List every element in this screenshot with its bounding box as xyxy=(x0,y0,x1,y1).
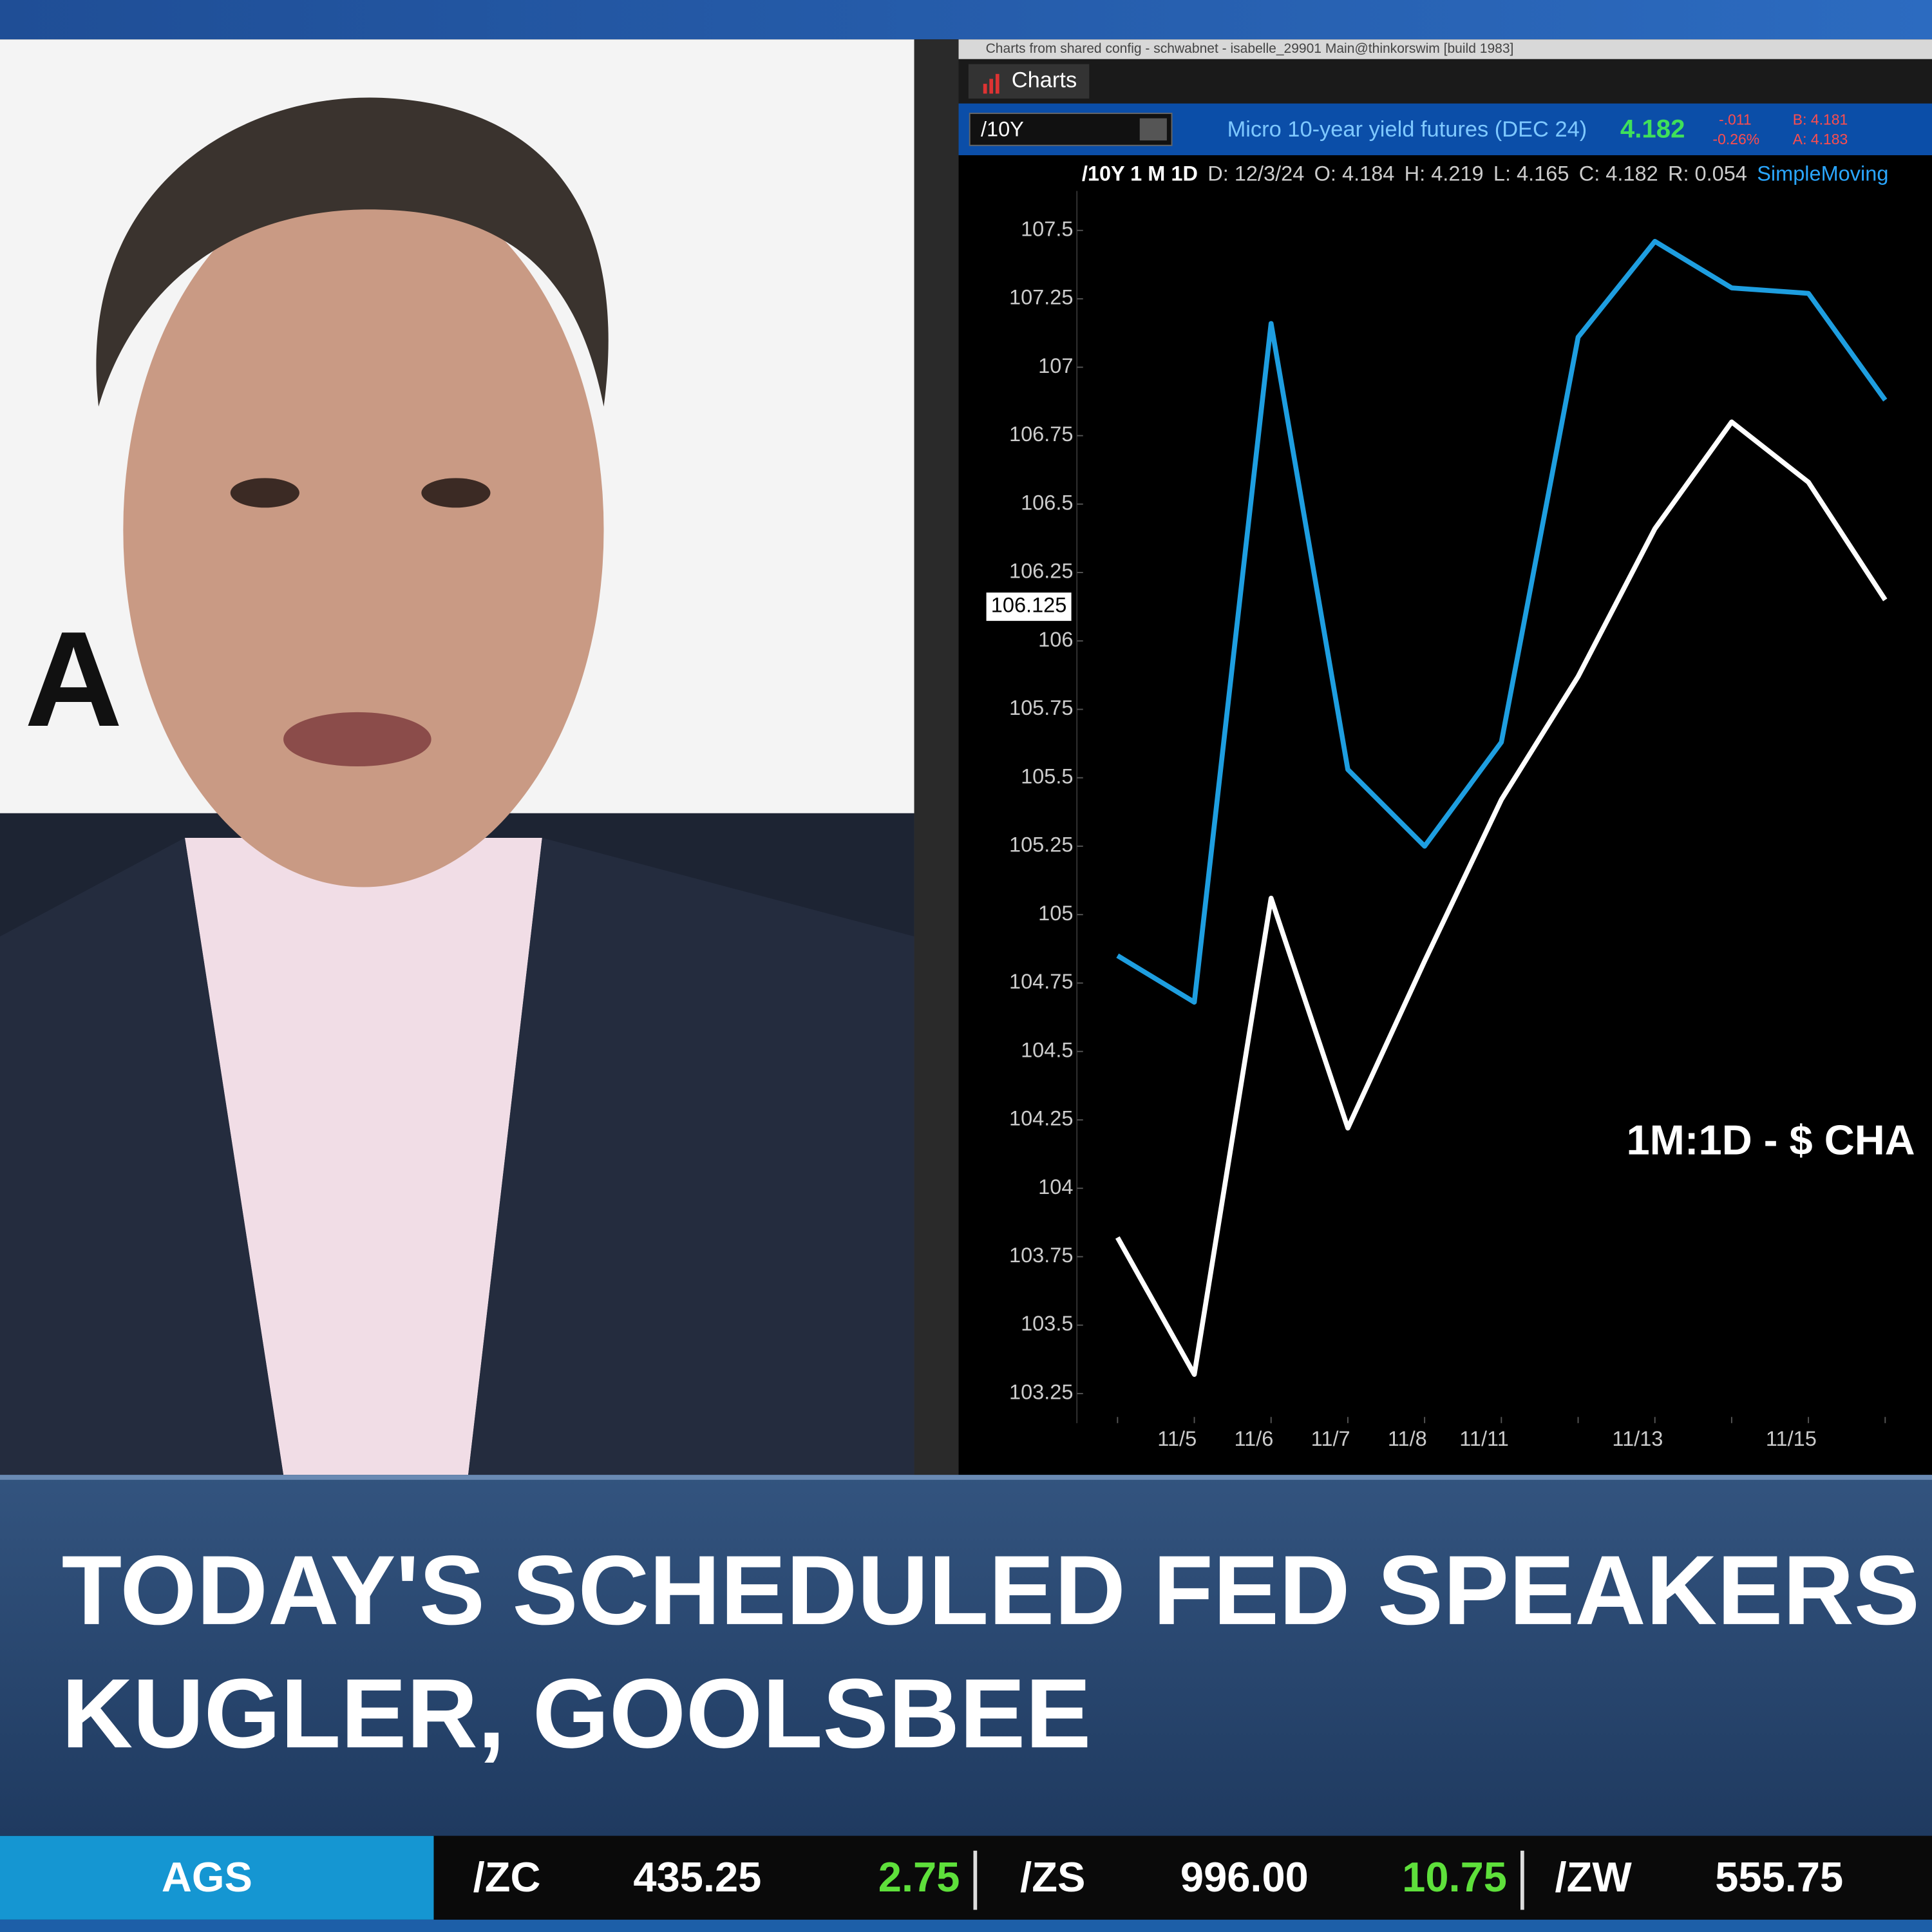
x-tick-label: 11/15 xyxy=(1766,1427,1817,1450)
banner-line: KUGLER, GOOLSBEE xyxy=(62,1658,1092,1768)
ticker-bottom xyxy=(0,1919,1932,1932)
top-bar xyxy=(0,0,1932,40)
eye xyxy=(230,478,299,508)
banner xyxy=(0,1475,1932,1836)
charts-tab[interactable] xyxy=(968,64,1090,99)
price-label: 106.125 xyxy=(991,594,1067,617)
chart-annotation: 1M:1D - $ CHA xyxy=(1627,1117,1915,1164)
ticker-symbol: /ZS xyxy=(1020,1853,1085,1900)
eye xyxy=(421,478,491,508)
y-tick-label: 105.75 xyxy=(1009,696,1073,719)
shirt xyxy=(184,838,542,1475)
dropdown[interactable] xyxy=(1139,118,1167,141)
symbol-box[interactable] xyxy=(969,113,1173,146)
tab-icon xyxy=(995,73,999,94)
x-tick-label: 11/5 xyxy=(1157,1427,1197,1450)
last-price: 4.182 xyxy=(1620,114,1685,143)
chart-info: C: 4.182 xyxy=(1579,162,1658,185)
chart-info: H: 4.219 xyxy=(1405,162,1484,185)
y-tick-label: 103.5 xyxy=(1021,1312,1073,1335)
y-tick-label: 107.5 xyxy=(1021,217,1073,240)
y-tick-label: 106.75 xyxy=(1009,422,1073,446)
ticker-items: /ZC 435.25 2.75/ZS 996.00 10.75/ZW 555.75 xyxy=(473,1850,1843,1910)
ask: A: 4.183 xyxy=(1793,131,1848,147)
ticker-price: 435.25 xyxy=(633,1853,761,1900)
y-tick-label: 103.25 xyxy=(1009,1380,1073,1403)
description: Micro 10-year yield futures (DEC 24) xyxy=(1227,117,1587,142)
y-tick-label: 105.5 xyxy=(1021,764,1073,788)
tab-icon xyxy=(983,84,987,94)
x-tick-label: 11/7 xyxy=(1311,1427,1350,1450)
ticker-change: 2.75 xyxy=(878,1853,960,1900)
window-title: Charts from shared config - schwabnet - … xyxy=(986,41,1514,56)
bid: B: 4.181 xyxy=(1793,111,1848,128)
hair xyxy=(96,97,609,407)
y-tick-label: 105 xyxy=(1038,902,1073,925)
series-line xyxy=(1116,238,1888,1005)
banner-line: TODAY'S SCHEDULED FED SPEAKERS xyxy=(62,1535,1920,1645)
tab-bar xyxy=(958,59,1932,104)
symbol[interactable]: /10Y xyxy=(981,117,1024,140)
x-tick-label: 11/11 xyxy=(1459,1427,1509,1450)
y-tick-label: 107.25 xyxy=(1009,286,1073,309)
chart-info: O: 4.184 xyxy=(1314,162,1395,185)
mouth xyxy=(283,712,431,767)
ticker-section-label: AGS xyxy=(162,1853,252,1900)
y-tick-label: 106 xyxy=(1038,628,1073,651)
series-line xyxy=(1115,419,1888,1377)
y-tick-label: 103.75 xyxy=(1009,1244,1073,1267)
change: -.011 xyxy=(1719,111,1752,128)
plot xyxy=(1115,238,1888,1377)
lapel-left xyxy=(0,838,284,1475)
y-tick-label: 104.5 xyxy=(1021,1038,1073,1061)
y-tick-label: 104 xyxy=(1038,1175,1073,1198)
price-label-box xyxy=(985,591,1073,623)
face xyxy=(123,172,604,887)
chart-info: L: 4.165 xyxy=(1493,162,1569,185)
ticker-symbol: /ZC xyxy=(473,1853,541,1900)
tab-label[interactable]: Charts xyxy=(1012,68,1077,92)
y-tick-label: 107 xyxy=(1038,354,1073,377)
ticker-divider xyxy=(973,1850,978,1910)
change-pct: -0.26% xyxy=(1712,131,1759,147)
chart-info: SimpleMoving xyxy=(1757,162,1888,185)
y-tick-label: 105.25 xyxy=(1009,833,1073,857)
chart-info: R: 0.054 xyxy=(1668,162,1747,185)
ticker-price: 996.00 xyxy=(1180,1853,1309,1900)
x-tick-label: 11/6 xyxy=(1235,1427,1274,1450)
chart-info: /10Y 1 M 1D xyxy=(1082,162,1198,185)
y-tick-label: 104.75 xyxy=(1009,970,1073,993)
chart-info: D: 12/3/24 xyxy=(1208,162,1304,185)
x-tick-label: 11/8 xyxy=(1388,1427,1427,1450)
y-tick-label: 104.25 xyxy=(1009,1107,1073,1130)
ticker-section xyxy=(0,1835,434,1920)
tab-icon xyxy=(989,79,994,94)
ticker-divider xyxy=(1520,1850,1524,1910)
window-titlebar xyxy=(958,39,1932,59)
y-tick-label: 106.25 xyxy=(1009,560,1073,583)
lapel-right xyxy=(468,838,914,1475)
ticker-symbol: /ZW xyxy=(1555,1853,1633,1900)
ticker-price: 555.75 xyxy=(1715,1853,1843,1900)
banner-edge xyxy=(0,1475,1932,1480)
ticker-change: 10.75 xyxy=(1402,1853,1507,1900)
logo-fragment: A xyxy=(24,603,122,755)
y-tick-label: 106.5 xyxy=(1021,491,1073,514)
x-tick-label: 11/13 xyxy=(1612,1427,1663,1450)
